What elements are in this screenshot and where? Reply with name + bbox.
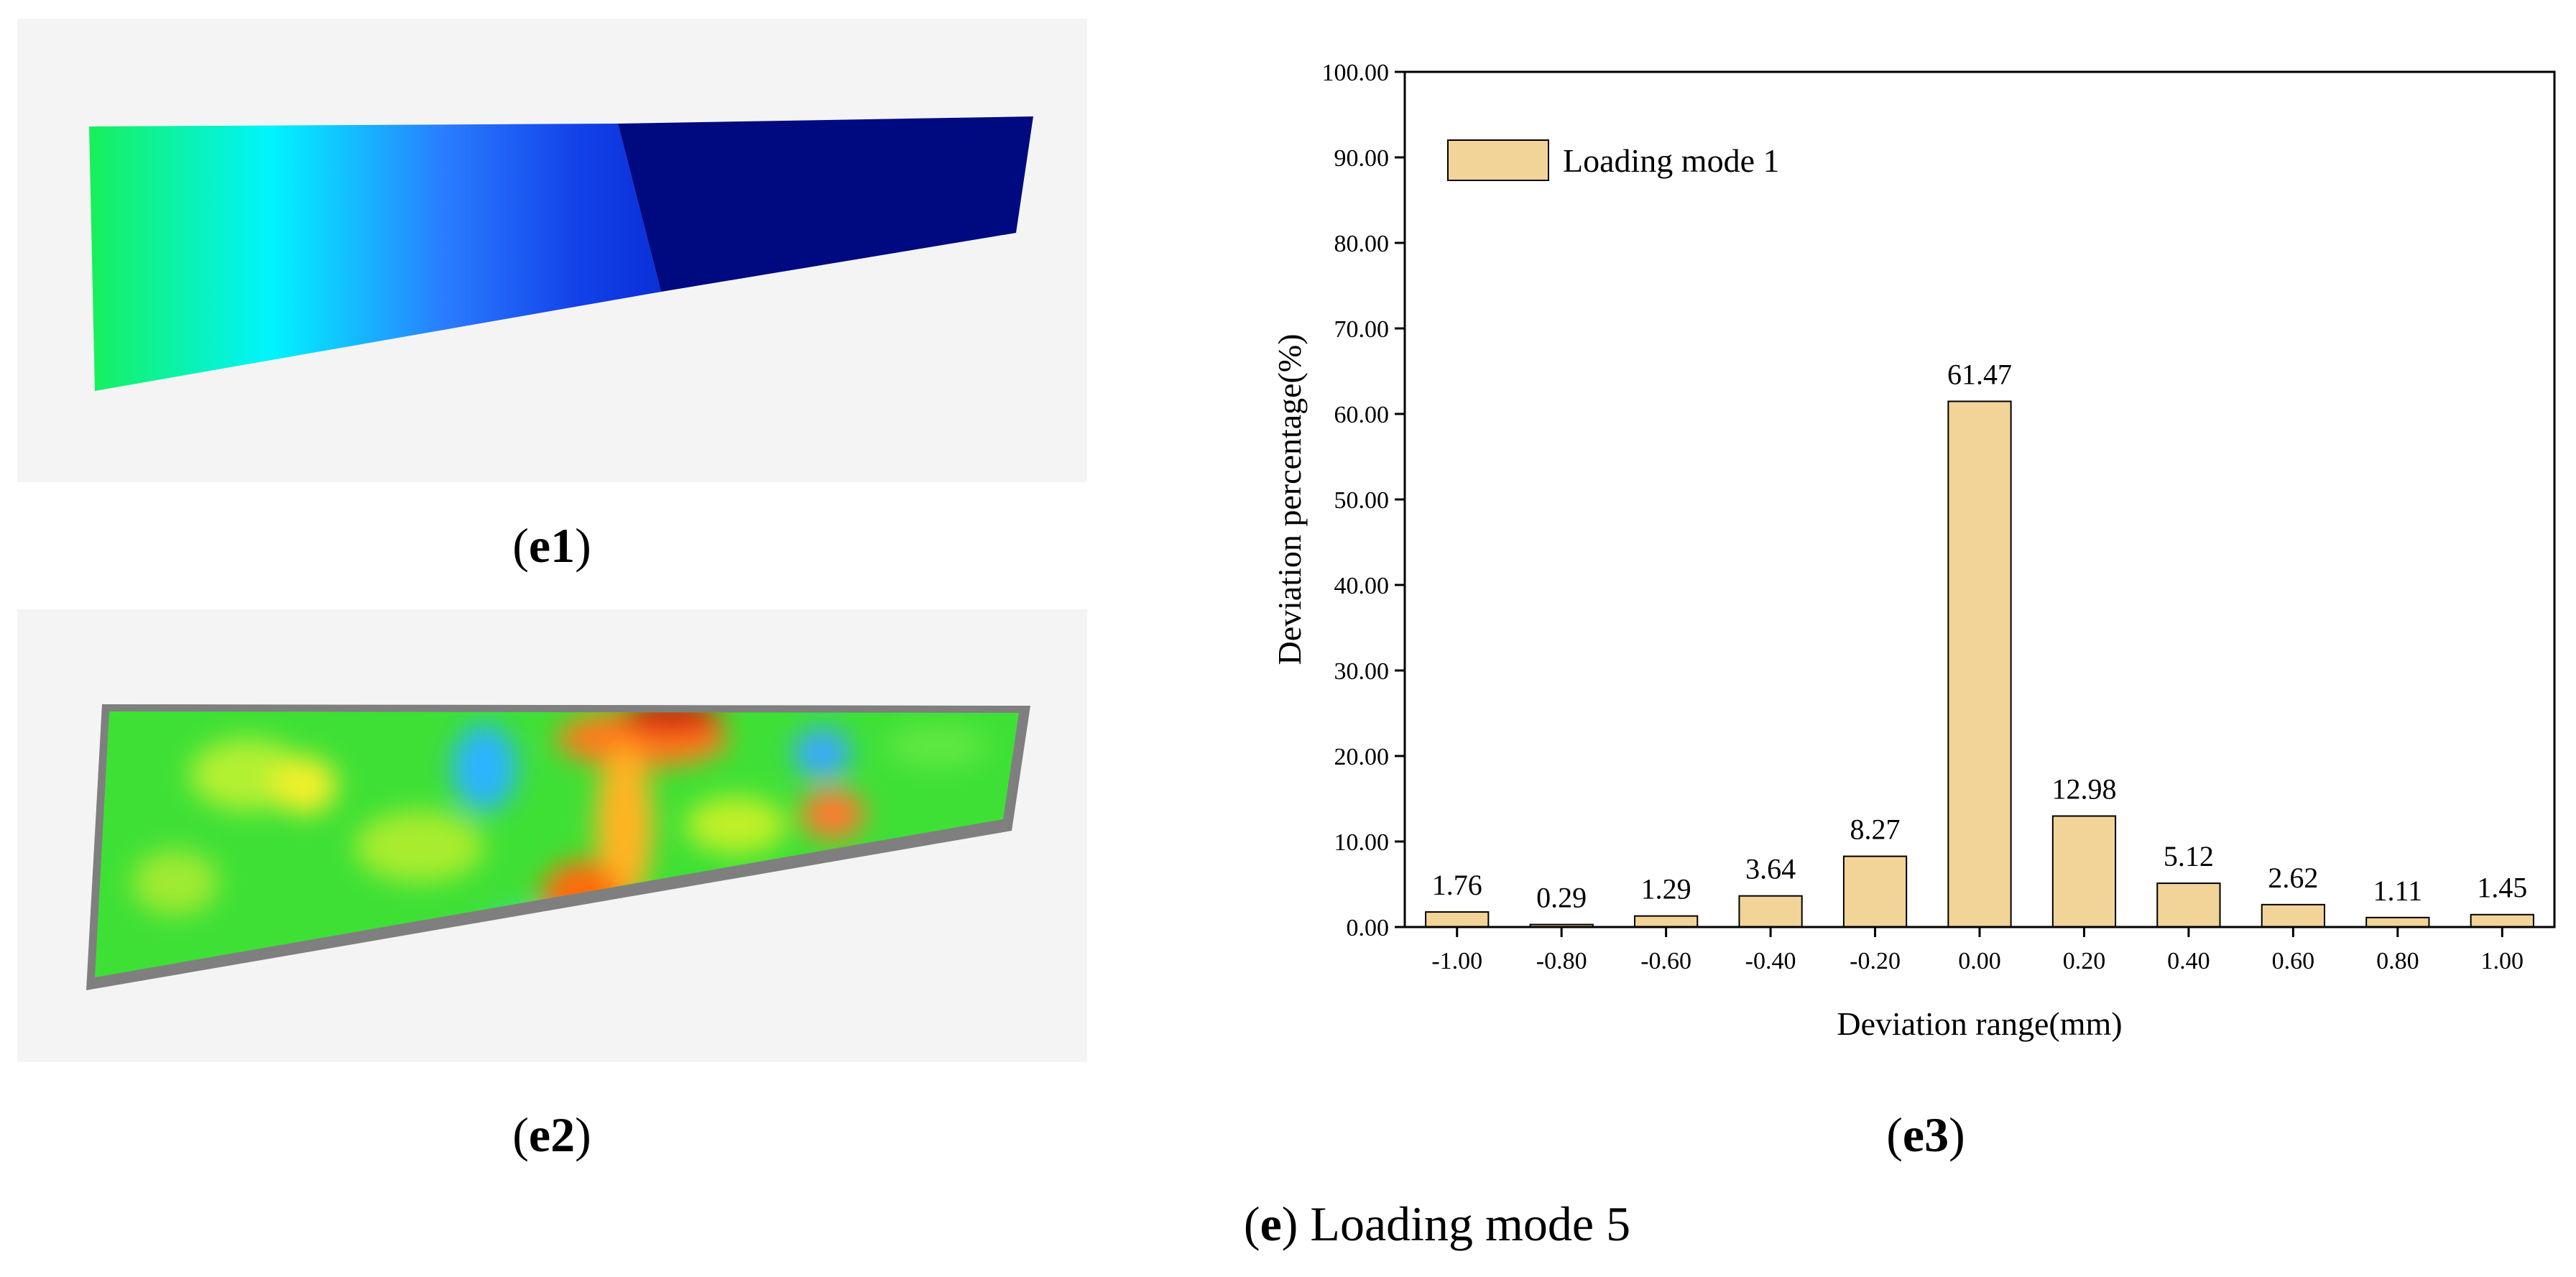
- deviation-map-e1-graphic: [89, 116, 1033, 391]
- x-tick-label: -0.60: [1640, 948, 1691, 974]
- y-tick-label: 10.00: [1334, 829, 1390, 856]
- y-tick-label: 0.00: [1347, 915, 1390, 941]
- data-label: 1.11: [2373, 875, 2423, 907]
- legend-label: Loading mode 1: [1563, 142, 1780, 179]
- caption-letter: e: [1260, 1197, 1282, 1251]
- data-label: 0.29: [1536, 882, 1587, 914]
- x-axis-ticks: -1.00 -0.80 -0.60 -0.40 -0.20 0.00 0.20 0.40 0.6…: [1431, 927, 2524, 974]
- y-tick-label: 20.00: [1334, 744, 1390, 770]
- data-label: 1.45: [2477, 872, 2527, 904]
- plot-frame: [1403, 70, 2556, 928]
- bar: [2051, 815, 2117, 928]
- caption-text: Loading mode 5: [1298, 1197, 1631, 1251]
- data-label: 12.98: [2051, 773, 2116, 806]
- legend: Loading mode 1: [1447, 139, 1780, 181]
- bar: [1947, 400, 2012, 928]
- x-tick-label: -1.00: [1431, 948, 1482, 974]
- y-tick-label: 90.00: [1334, 145, 1390, 172]
- bar: [1738, 895, 1803, 928]
- data-label: 3.64: [1745, 853, 1796, 885]
- deviation-bar-chart: 0.00 10.00 20.00 30.00 40.00 50.00 60.00 70.00 8…: [1250, 43, 2576, 1078]
- data-label: 1.29: [1641, 873, 1691, 905]
- panel-label-e3: (e3): [1886, 1107, 1965, 1162]
- x-tick-label: 1.00: [2481, 948, 2524, 974]
- bar: [2470, 913, 2534, 928]
- x-tick-label: 0.00: [1958, 948, 2001, 974]
- y-tick-label: 30.00: [1334, 658, 1390, 685]
- x-tick-label: 0.80: [2376, 948, 2419, 974]
- bar: [1842, 855, 1908, 928]
- bar: [2365, 916, 2430, 928]
- bar: [1634, 915, 1699, 928]
- y-axis-ticks: 0.00 10.00 20.00 30.00 40.00 50.00 60.00 70.00 8…: [1322, 60, 1405, 941]
- y-axis-title: Deviation percentage(%): [1271, 333, 1308, 665]
- x-axis-title: Deviation range(mm): [1837, 1005, 2122, 1042]
- panel-label-e2: (e2): [512, 1107, 591, 1162]
- data-label: 1.76: [1432, 869, 1482, 901]
- x-tick-label: 0.60: [2272, 948, 2315, 974]
- bar: [2261, 903, 2326, 928]
- legend-swatch: [1447, 139, 1549, 181]
- data-labels: 1.76 0.29 1.29 3.64 8.27 61.47 12.98 5.12 2.62 1.…: [1432, 359, 2528, 914]
- bar: [1425, 911, 1490, 928]
- data-label: 61.47: [1947, 359, 2012, 391]
- bar: [2156, 882, 2221, 928]
- deviation-map-e1: [17, 19, 1087, 482]
- y-tick-label: 80.00: [1334, 231, 1390, 257]
- panel-label-e1: (e1): [512, 518, 591, 573]
- data-label: 8.27: [1850, 813, 1901, 846]
- x-tick-label: -0.40: [1745, 948, 1796, 974]
- y-tick-label: 70.00: [1334, 316, 1390, 343]
- x-tick-label: -0.20: [1850, 948, 1901, 974]
- y-tick-label: 50.00: [1334, 487, 1390, 514]
- x-tick-label: 0.20: [2063, 948, 2106, 974]
- deviation-map-e2: [17, 609, 1087, 1062]
- y-tick-label: 40.00: [1334, 573, 1390, 599]
- y-tick-label: 100.00: [1322, 60, 1390, 86]
- data-label: 2.62: [2268, 862, 2318, 894]
- data-label: 5.12: [2164, 840, 2214, 872]
- y-tick-label: 60.00: [1334, 402, 1390, 428]
- deviation-map-e2-graphic: [86, 704, 1030, 990]
- deviation-bar-chart-svg: 0.00 10.00 20.00 30.00 40.00 50.00 60.00 70.00 8…: [1271, 60, 2556, 1042]
- bars: [1425, 400, 2534, 928]
- figure-caption: (e) Loading mode 5: [1243, 1197, 1631, 1251]
- x-tick-label: 0.40: [2167, 948, 2210, 974]
- x-tick-label: -0.80: [1536, 948, 1587, 974]
